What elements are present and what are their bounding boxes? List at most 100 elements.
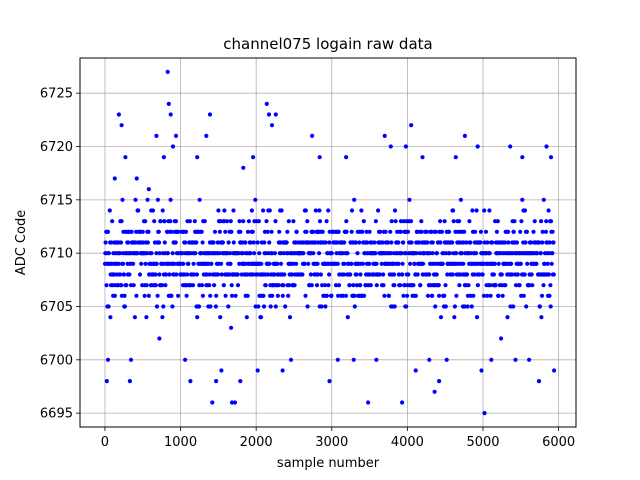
data-point (240, 251, 245, 256)
data-point (118, 272, 123, 277)
data-point (487, 251, 492, 256)
data-point (454, 251, 459, 256)
data-point (320, 229, 325, 234)
data-point (388, 251, 393, 256)
data-point (181, 261, 186, 266)
data-point (109, 240, 114, 245)
data-point (319, 304, 324, 309)
data-point (212, 283, 217, 288)
data-point (468, 240, 473, 245)
data-point (157, 240, 162, 245)
data-point (121, 261, 126, 266)
data-point (270, 293, 275, 298)
data-point (170, 304, 175, 309)
data-point (466, 283, 471, 288)
data-point (237, 219, 242, 224)
data-point (381, 283, 386, 288)
data-point (541, 283, 546, 288)
data-point (373, 251, 378, 256)
data-point (470, 208, 475, 213)
data-point (323, 304, 328, 309)
data-point (139, 261, 144, 266)
data-point (541, 197, 546, 202)
data-point (544, 219, 549, 224)
data-point (546, 208, 551, 213)
data-point (353, 240, 359, 245)
data-point (464, 240, 469, 245)
data-point (317, 219, 323, 224)
data-point (457, 219, 462, 224)
data-point (354, 272, 359, 277)
data-point (154, 261, 159, 266)
data-point (129, 229, 134, 234)
data-point (358, 283, 363, 288)
data-point (320, 283, 325, 288)
data-point (475, 283, 480, 288)
data-point (287, 283, 292, 288)
data-point (419, 229, 424, 234)
data-point (508, 144, 513, 149)
data-point (229, 283, 234, 288)
data-point (262, 240, 267, 245)
data-point (475, 144, 480, 149)
data-point (313, 208, 318, 213)
data-point (278, 261, 284, 266)
data-point (551, 272, 556, 277)
data-point (144, 315, 149, 320)
data-point (286, 293, 291, 298)
data-point (235, 283, 241, 288)
data-point (229, 400, 235, 405)
data-point (548, 304, 553, 309)
data-point (382, 293, 387, 298)
data-point (432, 389, 437, 394)
data-point (153, 283, 158, 288)
data-point (367, 261, 372, 266)
data-point (145, 240, 150, 245)
data-point (482, 411, 487, 416)
data-point (273, 304, 278, 309)
data-point (261, 293, 266, 298)
data-point (341, 272, 346, 277)
data-point (427, 357, 432, 362)
data-point (326, 208, 331, 213)
data-point (489, 357, 494, 362)
x-tick-label: 2000 (240, 435, 273, 450)
data-point (344, 155, 349, 160)
data-point (462, 133, 467, 138)
data-point (124, 283, 129, 288)
data-point (223, 293, 228, 298)
data-point (282, 272, 287, 277)
data-point (414, 251, 419, 256)
data-point (334, 251, 339, 256)
data-point (173, 133, 179, 138)
data-point (228, 251, 233, 256)
data-point (505, 315, 510, 320)
x-axis-label: sample number (277, 456, 380, 471)
data-point (287, 315, 293, 320)
data-point (324, 219, 329, 224)
data-point (388, 229, 393, 234)
data-point (425, 293, 431, 298)
data-point (269, 123, 275, 128)
data-point (308, 272, 313, 277)
data-point (116, 261, 121, 266)
data-point (354, 283, 359, 288)
data-point (413, 368, 418, 373)
data-point (153, 272, 158, 277)
axis-ticks: 0 1000 2000 3000 4000 5000 6000 6695 6700 6705 671… (40, 87, 575, 450)
data-point (172, 261, 177, 266)
data-point (415, 272, 420, 277)
data-point (216, 208, 221, 213)
data-point (392, 208, 398, 213)
data-point (412, 261, 417, 266)
data-point (509, 261, 514, 266)
data-point (343, 293, 349, 298)
data-point (161, 155, 166, 160)
data-point (359, 208, 364, 213)
data-point (364, 229, 369, 234)
data-point (336, 283, 342, 288)
data-point (473, 229, 478, 234)
data-point (413, 293, 418, 298)
data-point (154, 133, 159, 138)
